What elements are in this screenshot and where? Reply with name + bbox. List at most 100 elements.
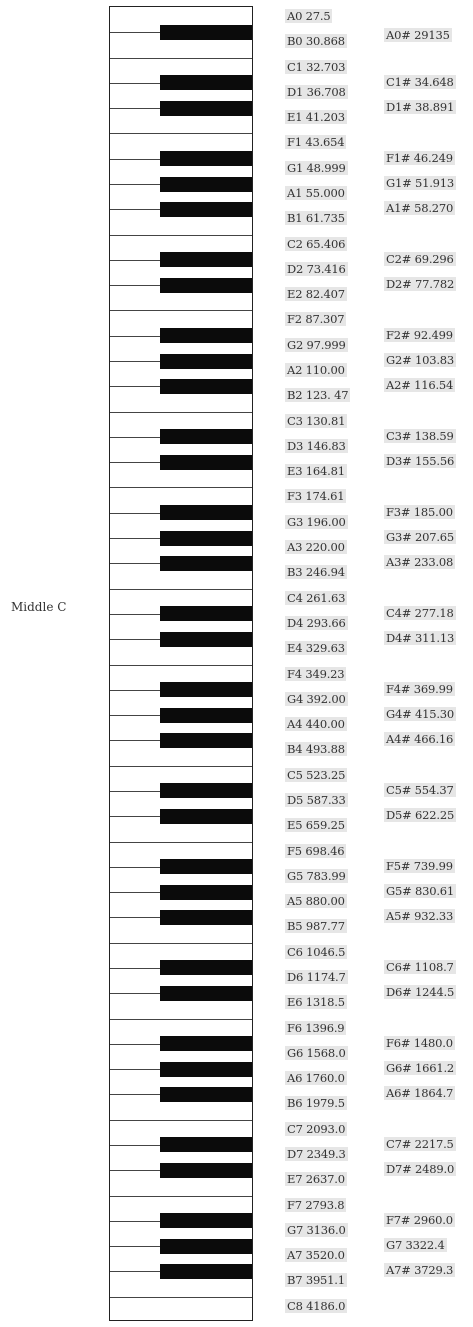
natural-note-label: B4 493.88	[285, 742, 347, 757]
white-key	[110, 487, 252, 512]
natural-note-label: B6 1979.5	[285, 1096, 347, 1111]
natural-note-label: D3 146.83	[285, 438, 348, 453]
natural-note-label: F5 698.46	[285, 843, 347, 858]
sharp-note-label: C3# 138.59	[384, 428, 456, 443]
sharp-note-label: A7# 3729.3	[384, 1263, 456, 1278]
natural-note-label: G5 783.99	[285, 868, 348, 883]
natural-note-label: F1 43.654	[285, 135, 347, 150]
white-key	[110, 133, 252, 158]
sharp-note-label: A1# 58.270	[384, 201, 456, 216]
black-key	[160, 732, 252, 748]
sharp-note-label: G6# 1661.2	[384, 1061, 457, 1076]
black-key	[160, 909, 252, 925]
natural-note-label: F6 1396.9	[285, 1020, 347, 1035]
black-key	[160, 1162, 252, 1178]
natural-note-label: E1 41.203	[285, 110, 347, 125]
natural-note-label: A1 55.000	[285, 186, 347, 201]
natural-note-label: G1 48.999	[285, 160, 348, 175]
natural-note-label: A0 27.5	[285, 9, 333, 23]
natural-note-label: E4 329.63	[285, 641, 347, 656]
natural-note-label: B0 30.868	[285, 34, 347, 49]
natural-note-label: F4 349.23	[285, 666, 347, 681]
sharp-note-label: D2# 77.782	[384, 277, 457, 292]
natural-note-label: C4 261.63	[285, 590, 348, 605]
natural-note-label: E3 164.81	[285, 464, 347, 479]
natural-note-label: F3 174.61	[285, 489, 347, 504]
black-key	[160, 1086, 252, 1102]
white-key	[110, 1018, 252, 1044]
natural-note-label: E7 2637.0	[285, 1172, 347, 1187]
natural-note-label: G2 97.999	[285, 337, 348, 352]
black-key	[160, 1061, 252, 1077]
black-key	[160, 1036, 252, 1052]
white-key	[110, 841, 252, 867]
sharp-note-label: D3# 155.56	[384, 454, 457, 469]
sharp-note-label: G7 3322.4	[384, 1238, 447, 1253]
black-key	[160, 1213, 252, 1229]
black-key	[160, 429, 252, 445]
natural-note-label: C8 4186.0	[285, 1298, 348, 1313]
sharp-note-label: A3# 233.08	[384, 555, 456, 570]
natural-note-label: C2 65.406	[285, 236, 348, 251]
white-key	[110, 1296, 252, 1322]
natural-note-label: A3 220.00	[285, 540, 347, 555]
sharp-note-label: C6# 1108.7	[384, 959, 456, 974]
black-key	[160, 505, 252, 521]
natural-note-label: A2 110.00	[285, 363, 347, 378]
black-key	[160, 1263, 252, 1279]
natural-note-label: A5 880.00	[285, 894, 347, 909]
black-key	[160, 75, 252, 91]
white-key	[110, 664, 252, 690]
black-key	[160, 201, 252, 217]
black-key	[160, 985, 252, 1001]
black-key	[160, 783, 252, 799]
white-key	[110, 310, 252, 335]
natural-note-label: C6 1046.5	[285, 944, 348, 959]
natural-note-label: D4 293.66	[285, 615, 348, 630]
natural-note-label: C7 2093.0	[285, 1121, 348, 1136]
black-key	[160, 24, 252, 40]
black-key	[160, 378, 252, 394]
black-key	[160, 606, 252, 622]
natural-note-label: G7 3136.0	[285, 1222, 348, 1237]
sharp-note-label: D7# 2489.0	[384, 1162, 457, 1177]
sharp-note-label: F3# 185.00	[384, 504, 455, 519]
sharp-note-label: G1# 51.913	[384, 176, 457, 191]
sharp-note-label: A5# 932.33	[384, 909, 456, 924]
sharp-note-label: D4# 311.13	[384, 631, 457, 646]
natural-note-label: E5 659.25	[285, 818, 347, 833]
natural-note-label: D1 36.708	[285, 84, 348, 99]
white-key	[110, 588, 252, 614]
black-key	[160, 1137, 252, 1153]
sharp-note-label: F5# 739.99	[384, 858, 455, 873]
sharp-note-label: F6# 1480.0	[384, 1035, 455, 1050]
natural-note-label: G6 1568.0	[285, 1045, 348, 1060]
sharp-note-label: A2# 116.54	[384, 378, 456, 393]
sharp-note-label: F4# 369.99	[384, 681, 455, 696]
sharp-note-label: G3# 207.65	[384, 530, 457, 545]
natural-note-label: F7 2793.8	[285, 1197, 347, 1212]
white-key	[110, 234, 252, 260]
natural-note-label: C3 130.81	[285, 413, 348, 428]
white-key	[110, 1195, 252, 1221]
natural-note-label: A4 440.00	[285, 717, 347, 732]
white-key	[110, 765, 252, 791]
sharp-note-label: C4# 277.18	[384, 605, 456, 620]
black-key	[160, 631, 252, 647]
sharp-note-label: D1# 38.891	[384, 100, 457, 115]
natural-note-label: B5 987.77	[285, 919, 347, 934]
natural-note-label: A6 1760.0	[285, 1071, 347, 1086]
natural-note-label: E6 1318.5	[285, 995, 347, 1010]
natural-note-label: D2 73.416	[285, 261, 348, 276]
sharp-note-label: A6# 1864.7	[384, 1086, 456, 1101]
natural-note-label: E2 82.407	[285, 287, 347, 302]
natural-note-label: C1 32.703	[285, 59, 348, 74]
white-key	[110, 57, 252, 83]
natural-note-label: B3 246.94	[285, 565, 347, 580]
sharp-note-label: C7# 2217.5	[384, 1136, 456, 1151]
sharp-note-label: F1# 46.249	[384, 150, 455, 165]
sharp-note-label: C1# 34.648	[384, 74, 456, 89]
black-key	[160, 277, 252, 293]
natural-note-label: G3 196.00	[285, 514, 348, 529]
natural-note-label: F2 87.307	[285, 312, 347, 327]
